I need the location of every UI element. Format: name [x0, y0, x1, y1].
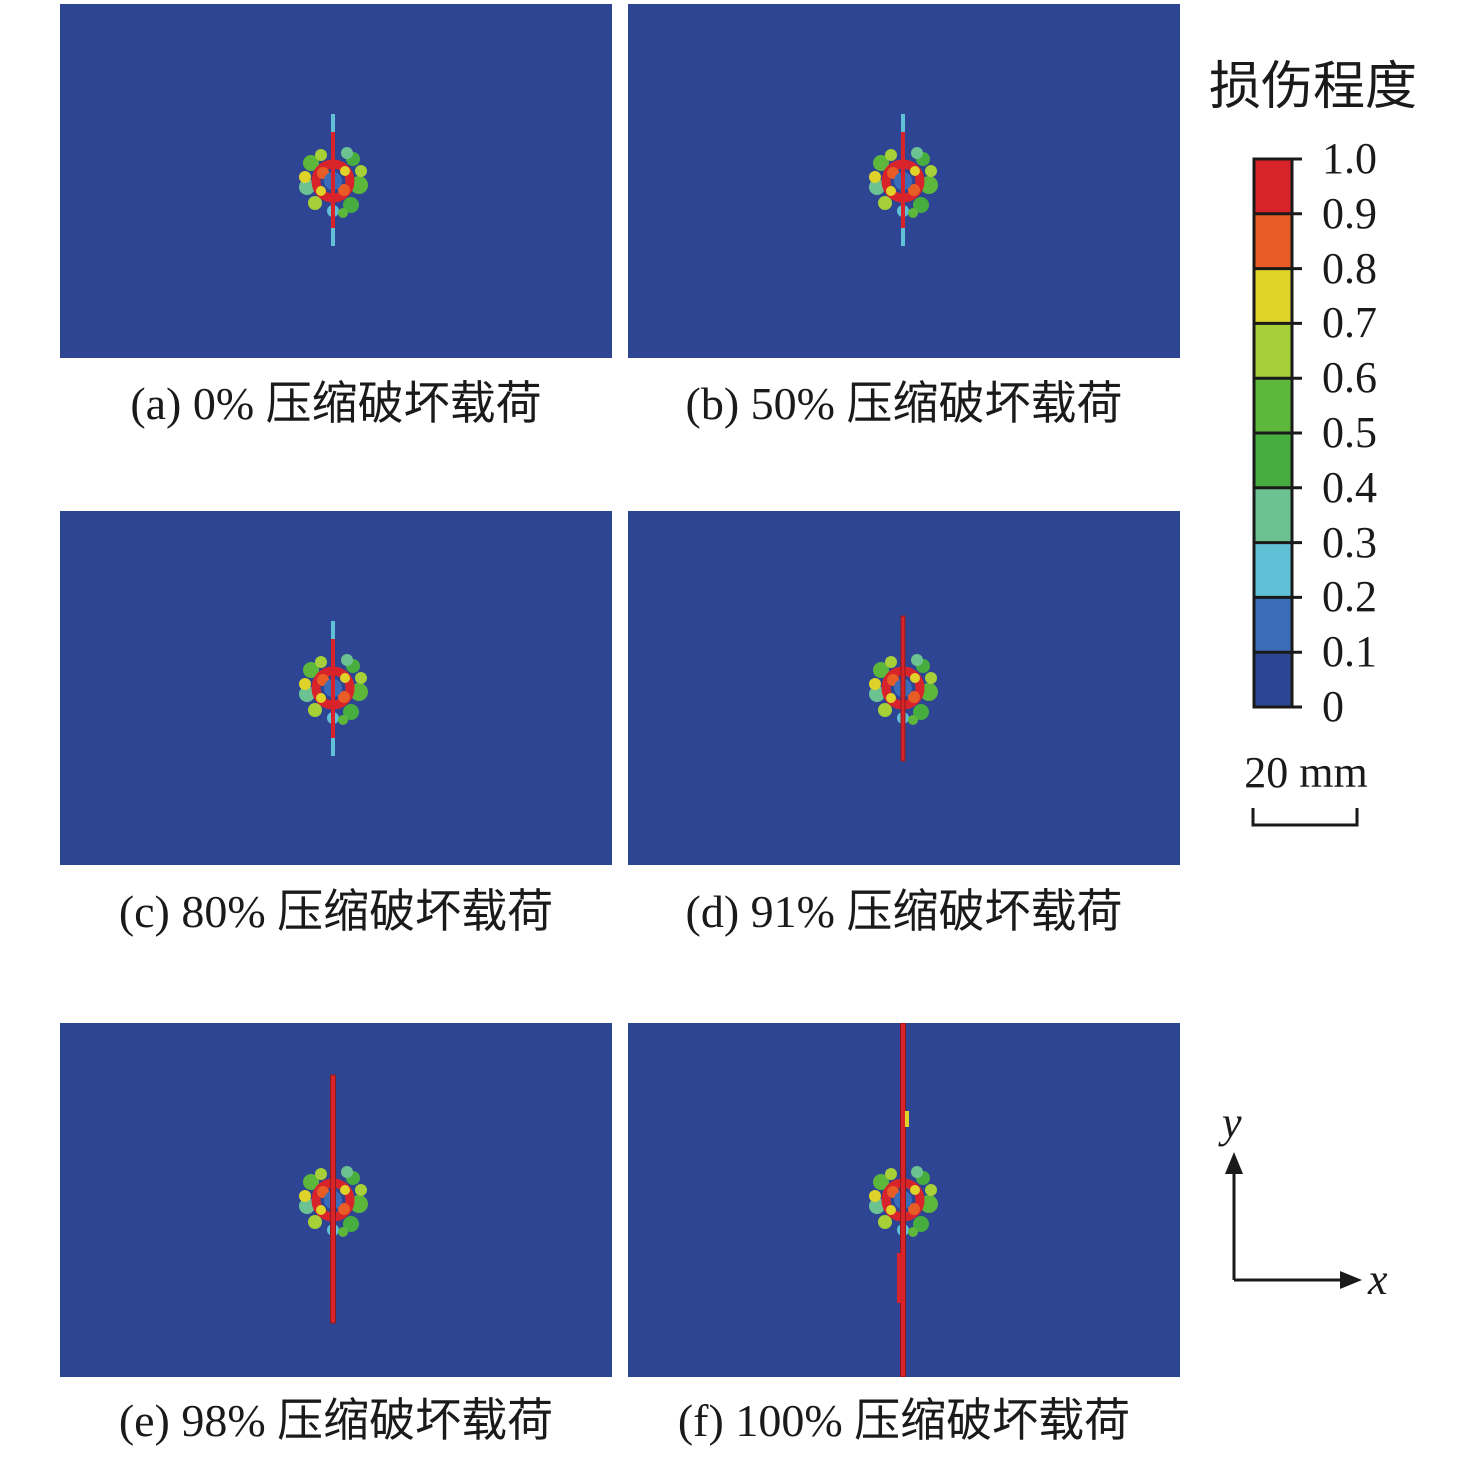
crack-branch [897, 1253, 902, 1303]
colorbar-band [1254, 213, 1292, 269]
colorbar-band [1254, 268, 1292, 324]
colorbar [1252, 157, 1302, 709]
scale-bar [1251, 808, 1359, 827]
crack [900, 615, 906, 762]
panel-a [60, 4, 612, 358]
caption-a: (a) 0% 压缩破坏载荷 [130, 378, 542, 429]
panel-c [60, 511, 612, 865]
damage-zone [299, 654, 368, 725]
panel-b [628, 4, 1180, 358]
crack-tip [901, 228, 905, 246]
crack [331, 132, 335, 228]
panel-e [60, 1023, 612, 1377]
panel-d [628, 511, 1180, 865]
crack-tip [331, 228, 335, 246]
colorbar-tick-label: 0.1 [1322, 627, 1377, 677]
scale-bar-label: 20 mm [1244, 748, 1368, 797]
y-axis-label: y [1222, 1098, 1242, 1147]
crack-tip [901, 114, 905, 132]
crack [330, 1074, 336, 1324]
damage-zone [299, 147, 368, 218]
crack-branch [905, 1111, 909, 1127]
crack [901, 132, 905, 228]
crack-tip [331, 621, 335, 639]
coordinate-axes [1225, 1152, 1362, 1289]
crack [900, 1023, 906, 1377]
colorbar-tick-label: 0.9 [1322, 188, 1377, 238]
crack-tip [331, 738, 335, 756]
colorbar-band [1254, 542, 1292, 598]
colorbar-tick-label: 0.2 [1322, 572, 1377, 622]
colorbar-band [1254, 487, 1292, 543]
colorbar-band [1254, 159, 1292, 214]
colorbar-tick-label: 0.4 [1322, 462, 1377, 512]
crack-tip [331, 114, 335, 132]
colorbar-tick-label: 0.6 [1322, 353, 1377, 403]
caption-f: (f) 100% 压缩破坏载荷 [677, 1395, 1131, 1446]
colorbar-tick-label: 1.0 [1322, 134, 1377, 183]
colorbar-tick-label: 0 [1322, 682, 1344, 731]
colorbar-band [1254, 652, 1292, 707]
panel-f [628, 1023, 1180, 1377]
colorbar-tick-label: 0.5 [1322, 408, 1377, 457]
colorbar-band [1254, 597, 1292, 653]
caption-c: (c) 80% 压缩破坏载荷 [118, 886, 554, 937]
caption-e: (e) 98% 压缩破坏载荷 [118, 1395, 554, 1446]
colorbar-tick-label: 0.3 [1322, 517, 1377, 567]
colorbar-tick-label: 0.7 [1322, 298, 1377, 348]
caption-d: (d) 91% 压缩破坏载荷 [685, 886, 1123, 937]
colorbar-title: 损伤程度 [1208, 57, 1417, 117]
colorbar-band [1254, 378, 1292, 433]
colorbar-tick-label: 0.8 [1322, 243, 1377, 293]
caption-b: (b) 50% 压缩破坏载荷 [685, 378, 1123, 429]
colorbar-band [1254, 323, 1292, 379]
x-axis-label: x [1368, 1255, 1388, 1304]
crack [331, 639, 335, 738]
colorbar-band [1254, 433, 1292, 488]
